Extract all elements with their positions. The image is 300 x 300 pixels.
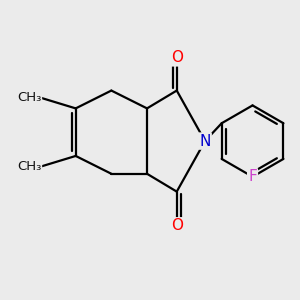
- Text: CH₃: CH₃: [17, 160, 41, 173]
- Text: CH₃: CH₃: [17, 92, 41, 104]
- Text: N: N: [199, 134, 211, 148]
- Text: O: O: [171, 218, 183, 233]
- Text: O: O: [171, 50, 183, 65]
- Text: F: F: [248, 169, 257, 184]
